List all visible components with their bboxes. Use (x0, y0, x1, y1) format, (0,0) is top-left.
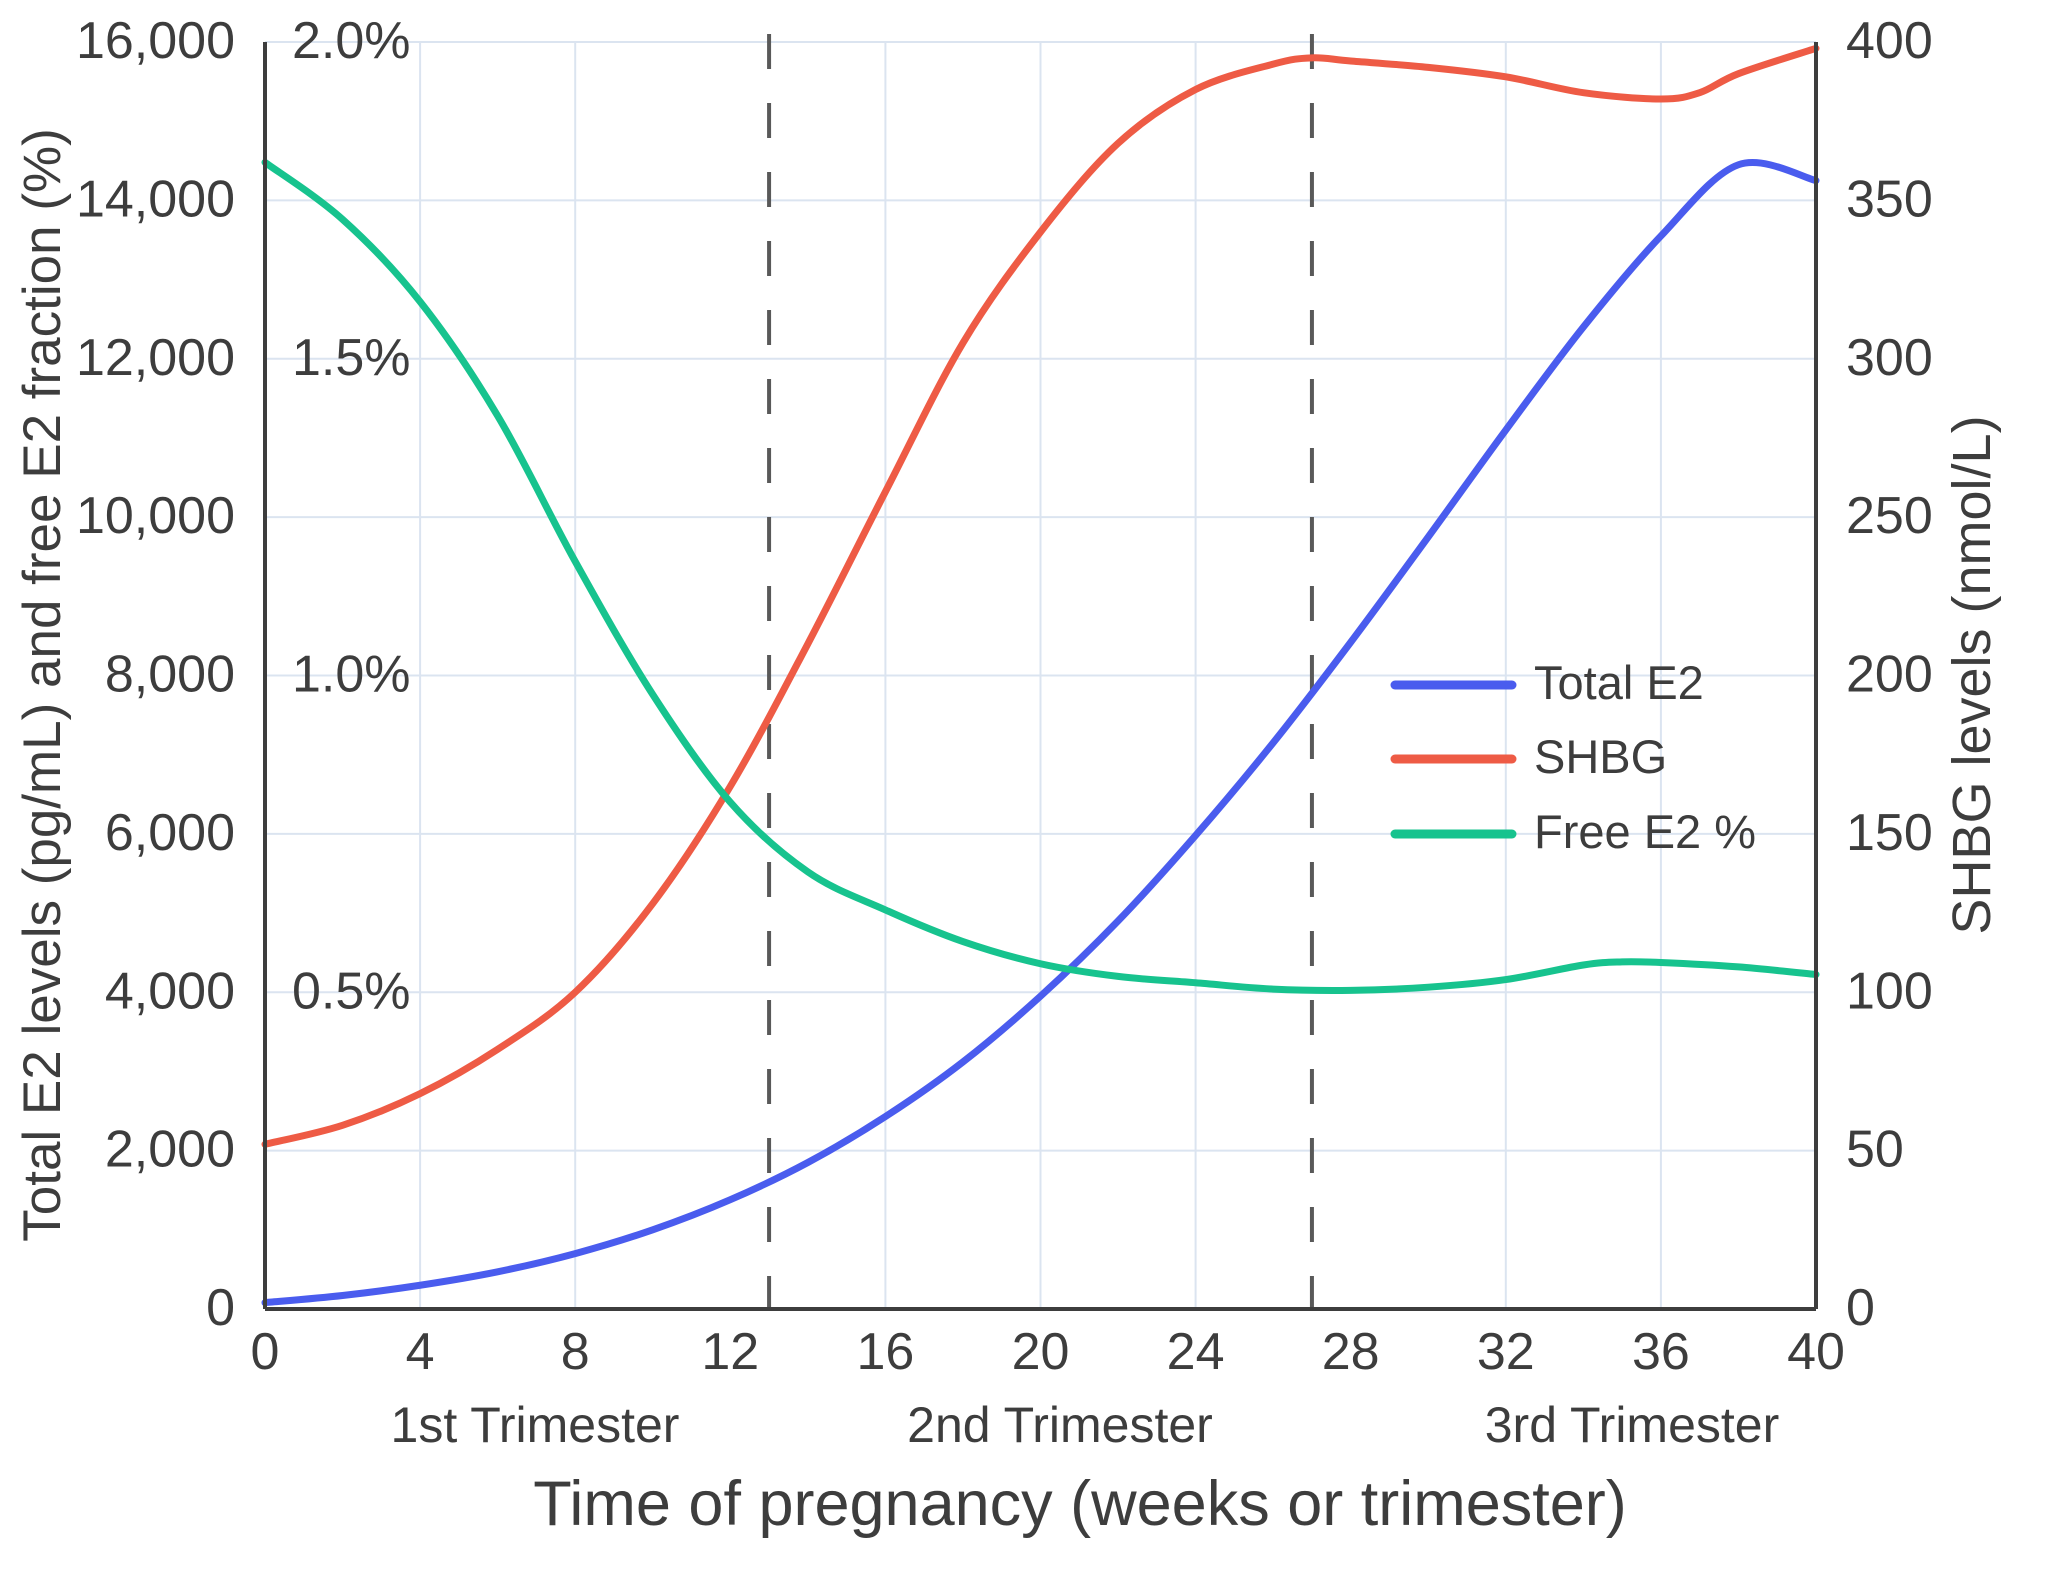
svg-text:6,000: 6,000 (105, 804, 235, 862)
svg-text:0: 0 (206, 1279, 235, 1337)
svg-text:100: 100 (1846, 962, 1933, 1020)
svg-text:SHBG: SHBG (1534, 730, 1667, 783)
svg-text:8: 8 (561, 1323, 590, 1381)
svg-text:12,000: 12,000 (76, 329, 235, 387)
svg-text:2.0%: 2.0% (292, 12, 411, 70)
svg-text:20: 20 (1012, 1323, 1070, 1381)
svg-text:300: 300 (1846, 329, 1933, 387)
svg-text:150: 150 (1846, 804, 1933, 862)
svg-text:Total E2: Total E2 (1534, 656, 1704, 709)
svg-text:0: 0 (1846, 1279, 1875, 1337)
svg-text:14,000: 14,000 (76, 170, 235, 228)
svg-text:0.5%: 0.5% (292, 962, 411, 1020)
svg-text:250: 250 (1846, 487, 1933, 545)
svg-text:0: 0 (251, 1323, 280, 1381)
svg-text:16: 16 (856, 1323, 914, 1381)
svg-text:1.0%: 1.0% (292, 646, 411, 704)
svg-text:1st Trimester: 1st Trimester (391, 1397, 680, 1453)
svg-text:4: 4 (406, 1323, 435, 1381)
svg-text:200: 200 (1846, 646, 1933, 704)
svg-text:SHBG levels (nmol/L): SHBG levels (nmol/L) (1942, 415, 2002, 934)
svg-text:Free E2 %: Free E2 % (1534, 805, 1756, 858)
svg-text:32: 32 (1477, 1323, 1535, 1381)
svg-text:350: 350 (1846, 170, 1933, 228)
svg-text:2,000: 2,000 (105, 1121, 235, 1179)
svg-text:24: 24 (1167, 1323, 1225, 1381)
svg-text:4,000: 4,000 (105, 962, 235, 1020)
svg-text:28: 28 (1322, 1323, 1380, 1381)
svg-text:400: 400 (1846, 12, 1933, 70)
svg-text:8,000: 8,000 (105, 646, 235, 704)
svg-text:Total E2 levels (pg/mL) and fr: Total E2 levels (pg/mL) and free E2 frac… (13, 128, 72, 1242)
svg-text:2nd Trimester: 2nd Trimester (907, 1397, 1213, 1453)
svg-text:Time of pregnancy (weeks or tr: Time of pregnancy (weeks or trimester) (533, 1469, 1627, 1539)
svg-text:50: 50 (1846, 1121, 1904, 1179)
svg-text:12: 12 (701, 1323, 759, 1381)
svg-text:3rd Trimester: 3rd Trimester (1485, 1397, 1780, 1453)
svg-text:10,000: 10,000 (76, 487, 235, 545)
svg-text:16,000: 16,000 (76, 12, 235, 70)
svg-text:36: 36 (1632, 1323, 1690, 1381)
svg-text:40: 40 (1787, 1323, 1845, 1381)
svg-text:1.5%: 1.5% (292, 329, 411, 387)
